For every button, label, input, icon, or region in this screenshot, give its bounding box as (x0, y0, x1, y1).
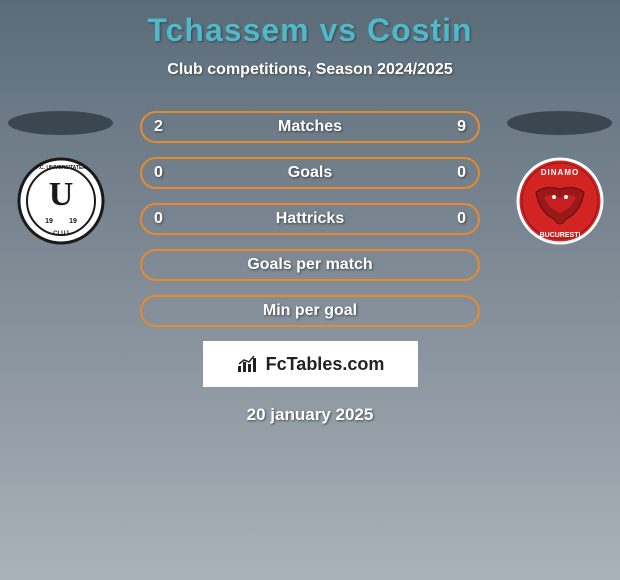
svg-text:F.C. UNIVERSITATEA: F.C. UNIVERSITATEA (36, 165, 86, 171)
right-player-silhouette (507, 111, 612, 135)
watermark-text: FcTables.com (266, 354, 385, 375)
stat-value-right: 9 (457, 118, 466, 136)
comparison-subtitle: Club competitions, Season 2024/2025 (0, 61, 620, 79)
stat-row-hattricks: 0 Hattricks 0 (140, 203, 480, 235)
right-player-column: DINAMO BUCURESTI (507, 111, 612, 245)
stat-value-left: 0 (154, 164, 163, 182)
stat-value-right: 0 (457, 164, 466, 182)
chart-icon (236, 354, 260, 374)
left-club-badge: U F.C. UNIVERSITATEA CLUJ 19 19 (17, 157, 105, 245)
stat-value-right: 0 (457, 210, 466, 228)
right-club-badge: DINAMO BUCURESTI (516, 157, 604, 245)
watermark[interactable]: FcTables.com (203, 341, 418, 387)
stat-row-goals-per-match: Goals per match (140, 249, 480, 281)
left-player-column: U F.C. UNIVERSITATEA CLUJ 19 19 (8, 111, 113, 245)
stat-row-min-per-goal: Min per goal (140, 295, 480, 327)
stat-row-matches: 2 Matches 9 (140, 111, 480, 143)
stats-area: U F.C. UNIVERSITATEA CLUJ 19 19 DINAMO B… (0, 111, 620, 425)
svg-text:19: 19 (45, 218, 53, 225)
stat-row-goals: 0 Goals 0 (140, 157, 480, 189)
svg-text:CLUJ: CLUJ (53, 231, 69, 237)
stat-rows: 2 Matches 9 0 Goals 0 0 Hattricks 0 Goal… (140, 111, 480, 327)
svg-text:BUCURESTI: BUCURESTI (539, 232, 580, 239)
stat-label: Goals (288, 164, 332, 182)
svg-text:19: 19 (69, 218, 77, 225)
date-label: 20 january 2025 (0, 405, 620, 425)
stat-label: Hattricks (276, 210, 344, 228)
left-badge-letter: U (48, 176, 73, 213)
comparison-title: Tchassem vs Costin (0, 0, 620, 49)
stat-value-left: 0 (154, 210, 163, 228)
svg-text:DINAMO: DINAMO (540, 168, 578, 177)
stat-value-left: 2 (154, 118, 163, 136)
stat-label: Goals per match (247, 256, 372, 274)
left-player-silhouette (8, 111, 113, 135)
stat-label: Matches (278, 118, 342, 136)
stat-label: Min per goal (263, 302, 357, 320)
